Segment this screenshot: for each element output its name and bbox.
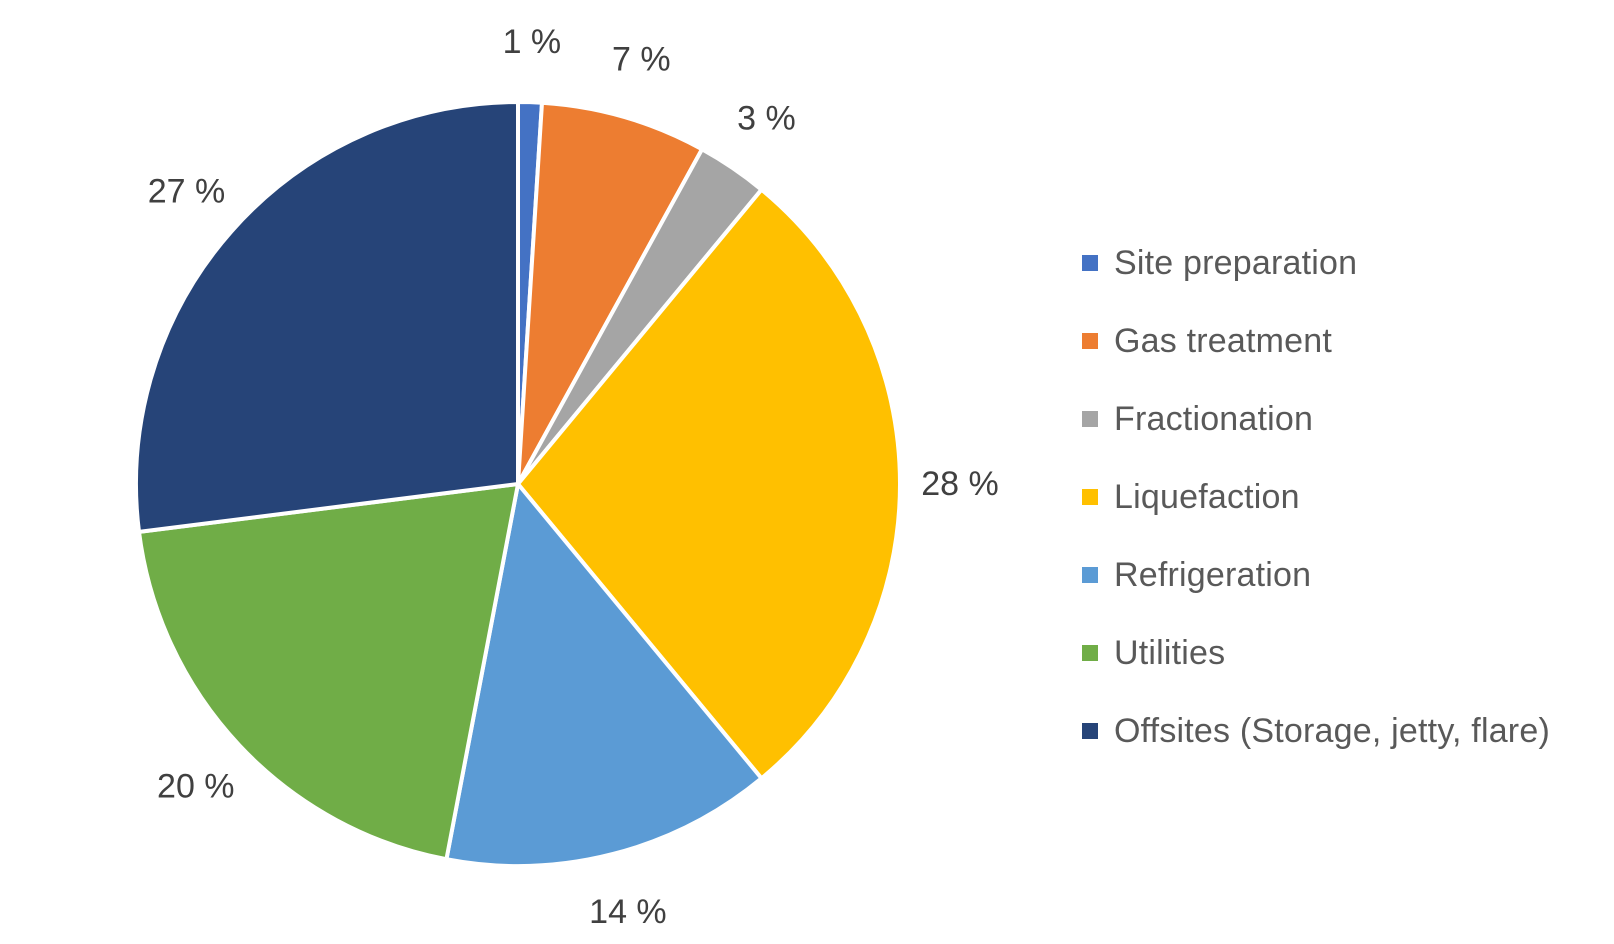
data-label-offsites-storage-jetty-flare: 27 % — [148, 173, 226, 211]
legend-item-liquefaction: Liquefaction — [1082, 458, 1550, 536]
legend-swatch — [1082, 333, 1098, 349]
legend-item-refrigeration: Refrigeration — [1082, 536, 1550, 614]
legend-label: Site preparation — [1114, 243, 1358, 282]
legend-label: Gas treatment — [1114, 321, 1333, 360]
legend-swatch — [1082, 411, 1098, 427]
pie-slice-utilities — [137, 482, 520, 862]
legend-swatch — [1082, 489, 1098, 505]
pie-slice-offsites-storage-jetty-flare — [133, 100, 520, 534]
legend-label: Fractionation — [1114, 399, 1314, 438]
legend-item-gas-treatment: Gas treatment — [1082, 302, 1550, 380]
pie-slice-refrigeration — [444, 482, 764, 868]
pie-slices — [133, 99, 903, 868]
chart-legend: Site preparation Gas treatment Fractionati… — [1082, 224, 1550, 770]
legend-swatch — [1082, 723, 1098, 739]
legend-item-utilities: Utilities — [1082, 614, 1550, 692]
data-label-utilities: 20 % — [157, 768, 235, 806]
data-label-fractionation: 3 % — [737, 99, 796, 137]
pie-slice-liquefaction — [516, 187, 903, 781]
legend-swatch — [1082, 255, 1098, 271]
legend-label: Offsites (Storage, jetty, flare) — [1114, 711, 1550, 750]
pie-slice-gas-treatment — [516, 100, 705, 486]
legend-label: Utilities — [1114, 633, 1226, 672]
legend-item-offsites-storage-jetty-flare: Offsites (Storage, jetty, flare) — [1082, 692, 1550, 770]
data-label-refrigeration: 14 % — [589, 893, 667, 931]
legend-item-fractionation: Fractionation — [1082, 380, 1550, 458]
data-label-gas-treatment: 7 % — [612, 41, 671, 79]
data-label-liquefaction: 28 % — [921, 465, 999, 503]
legend-item-site-preparation: Site preparation — [1082, 224, 1550, 302]
legend-label: Refrigeration — [1114, 555, 1312, 594]
legend-label: Liquefaction — [1114, 477, 1300, 516]
legend-swatch — [1082, 567, 1098, 583]
pie-data-labels: 1 % 7 % 3 % 28 % 14 % 20 % 27 % — [148, 23, 999, 931]
legend-swatch — [1082, 645, 1098, 661]
data-label-site-preparation: 1 % — [503, 23, 562, 61]
